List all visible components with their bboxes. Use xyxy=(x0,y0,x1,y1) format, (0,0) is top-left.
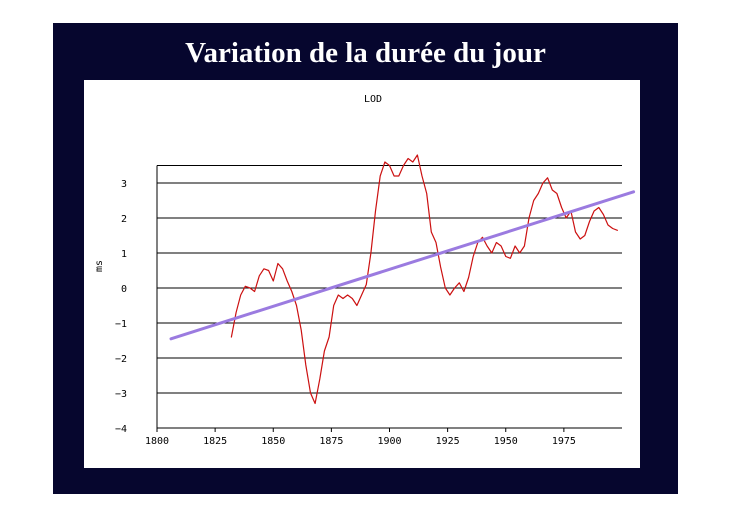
x-tick-label: 1950 xyxy=(494,436,518,447)
plot-panel: LOD ms 3 2 1 0 −1 −2 −3 −4 1800 1825 1850 1875 1900 1… xyxy=(84,80,640,468)
x-tick-label: 1875 xyxy=(319,436,343,447)
x-tick-label: 1825 xyxy=(203,436,227,447)
y-tick-label: −1 xyxy=(115,319,127,330)
lod-series-line xyxy=(230,154,619,405)
y-tick-label: −4 xyxy=(115,424,127,435)
slide: Variation de la durée du jour LOD ms 3 2 1… xyxy=(53,23,678,494)
x-tick-label: 1975 xyxy=(552,436,576,447)
slide-title: Variation de la durée du jour xyxy=(185,37,546,69)
y-tick-label: 1 xyxy=(121,249,127,260)
y-tick-label: 3 xyxy=(121,179,127,190)
y-tick-label: 2 xyxy=(121,214,127,225)
trend-line xyxy=(169,190,636,341)
x-tick-label: 1850 xyxy=(261,436,285,447)
chart-title: LOD xyxy=(364,94,382,105)
y-tick-label: −3 xyxy=(115,389,127,400)
x-tick-label: 1900 xyxy=(377,436,401,447)
x-tick-label: 1925 xyxy=(436,436,460,447)
y-axis-label: ms xyxy=(94,260,105,272)
lod-chart: LOD ms 3 2 1 0 −1 −2 −3 −4 1800 1825 1850 1875 1900 1… xyxy=(94,94,636,447)
x-tick-label: 1800 xyxy=(145,436,169,447)
y-tick-label: 0 xyxy=(121,284,127,295)
y-tick-label: −2 xyxy=(115,354,127,365)
